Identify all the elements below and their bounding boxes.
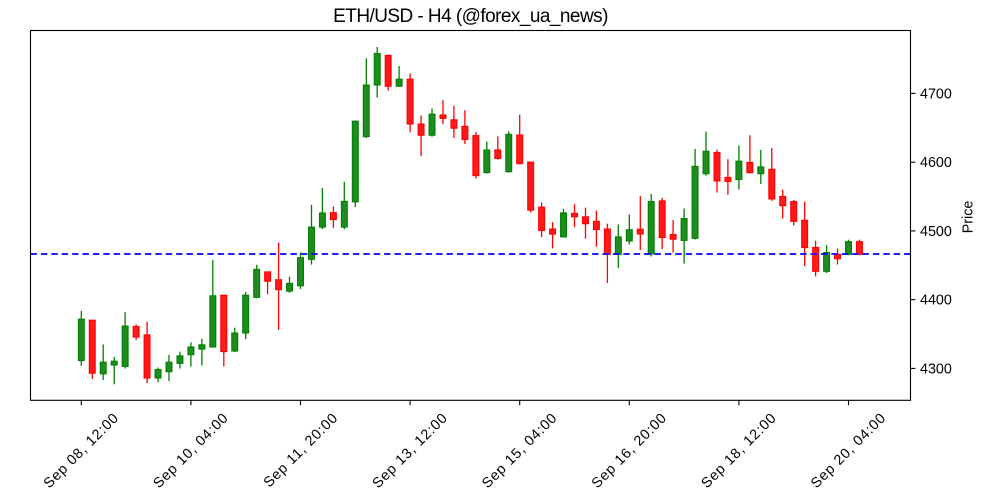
svg-text:4500: 4500 <box>920 224 952 240</box>
svg-text:Price: Price <box>961 201 977 234</box>
svg-text:4700: 4700 <box>920 86 952 102</box>
svg-text:ETH/USD - H4 (@forex_ua_news): ETH/USD - H4 (@forex_ua_news) <box>333 6 608 27</box>
svg-text:4400: 4400 <box>920 293 952 309</box>
svg-text:4600: 4600 <box>920 155 952 171</box>
svg-text:4300: 4300 <box>920 361 952 377</box>
